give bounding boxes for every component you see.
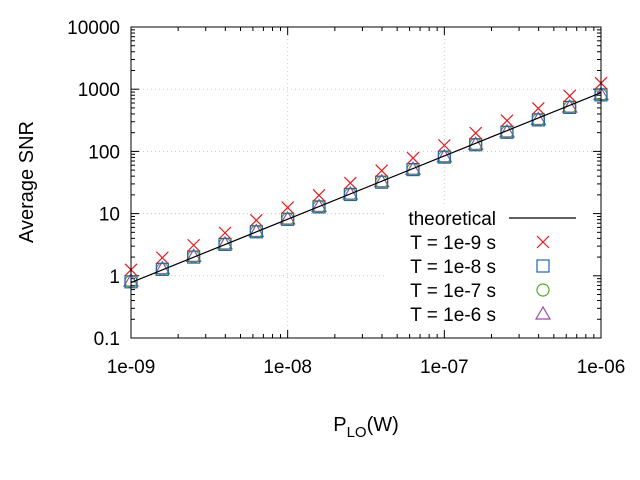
y-tick-label: 0.1 — [94, 329, 120, 350]
data-point-square — [437, 150, 451, 164]
data-point-cross — [437, 138, 451, 152]
data-point-cross-stroke — [155, 251, 169, 265]
axis-ticks — [130, 26, 602, 339]
x-tick-label: 1e-09 — [107, 357, 156, 378]
legend-marker-cross — [536, 235, 550, 249]
data-point-triangle — [561, 98, 578, 113]
legend-label: T = 1e-8 s — [410, 257, 496, 278]
data-point-cross-stroke — [281, 201, 295, 214]
data-point-square — [281, 212, 295, 226]
data-point-triangle — [467, 136, 484, 150]
data-point-cross — [375, 164, 389, 178]
data-point-cross — [187, 238, 201, 252]
x-axis-title-unit: (W) — [367, 414, 399, 436]
data-point-square — [343, 187, 357, 202]
data-point-cross — [500, 114, 514, 128]
data-point-cross — [249, 213, 263, 227]
legend-marker-square — [536, 259, 550, 273]
data-point-triangle — [530, 111, 547, 126]
legend-marker-triangle — [534, 305, 552, 320]
data-point-cross-stroke — [312, 188, 326, 202]
y-tick-label: 1000 — [78, 80, 120, 101]
data-point-cross-stroke — [437, 138, 451, 152]
data-point-cross — [343, 176, 357, 190]
legend-label: T = 1e-7 s — [410, 281, 496, 302]
data-point-cross — [469, 126, 483, 140]
data-point-cross-stroke — [406, 151, 420, 165]
data-point-triangle — [404, 161, 422, 175]
x-axis-title: PLO(W) — [333, 414, 399, 441]
data-point-cross-stroke — [563, 89, 577, 103]
legend-label: T = 1e-6 s — [410, 305, 496, 326]
data-point-cross — [155, 251, 169, 265]
x-axis-title-subscript: LO — [347, 424, 367, 441]
data-point-cross-stroke — [500, 114, 514, 128]
data-point-cross-stroke — [469, 126, 483, 140]
x-tick-label: 1e-06 — [577, 357, 626, 378]
x-axis-title-main: P — [333, 414, 346, 436]
data-point-square — [406, 162, 420, 177]
y-tick-label: 100 — [88, 142, 120, 163]
data-point-triangle — [436, 148, 453, 163]
data-point-cross-stroke — [218, 226, 232, 240]
data-point-square — [469, 138, 483, 152]
plot-frame — [130, 26, 602, 339]
data-point-cross — [218, 226, 232, 240]
data-point-triangle — [498, 123, 516, 138]
data-point-square — [218, 237, 232, 251]
data-point-square — [249, 225, 263, 239]
theoretical-line — [130, 92, 602, 284]
plot-content — [122, 76, 610, 289]
data-point-cross-stroke — [187, 238, 201, 252]
tick-labels: 1e-09 1e-08 1e-07 1e-06 0.1 1 10 100 1000 10000 — [67, 18, 625, 378]
data-point-cross — [406, 151, 420, 165]
data-point-cross — [563, 89, 577, 103]
legend-label: T = 1e-9 s — [410, 233, 496, 254]
x-tick-label: 1e-08 — [263, 357, 312, 378]
data-point-cross-stroke — [343, 176, 357, 190]
y-tick-label: 10 — [99, 205, 120, 226]
data-point-cross — [281, 201, 295, 214]
legend-marker-circle — [536, 283, 550, 297]
data-point-cross-stroke — [375, 164, 389, 178]
data-point-triangle — [154, 260, 171, 275]
data-point-cross-stroke — [249, 213, 263, 227]
data-point-square — [187, 250, 201, 264]
y-tick-label: 1 — [109, 267, 120, 288]
legend-marker-cross-stroke — [536, 235, 550, 249]
grid-lines — [131, 27, 601, 338]
data-point-square — [500, 125, 514, 139]
data-point-cross-stroke — [531, 102, 545, 115]
data-point-triangle — [373, 173, 390, 188]
y-tick-label: 10000 — [67, 18, 120, 39]
data-point-square — [375, 175, 389, 189]
data-point-square — [155, 262, 169, 276]
data-point-cross — [312, 188, 326, 202]
legend: theoretical T = 1e-9 s T = 1e-8 s T = 1e-7 … — [408, 209, 576, 326]
y-axis-title: Average SNR — [16, 121, 38, 243]
data-point-square — [312, 200, 326, 214]
x-tick-label: 1e-07 — [420, 357, 469, 378]
data-point-cross — [531, 102, 545, 115]
legend-label: theoretical — [408, 209, 496, 230]
